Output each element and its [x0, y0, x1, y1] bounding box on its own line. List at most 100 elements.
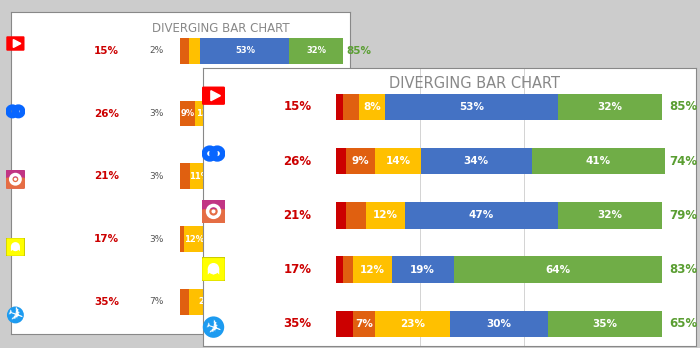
- Circle shape: [11, 242, 20, 251]
- Text: 64%: 64%: [545, 265, 570, 275]
- Text: 85%: 85%: [346, 46, 372, 56]
- Text: 9%: 9%: [181, 109, 195, 118]
- Text: 35%: 35%: [284, 317, 312, 331]
- Bar: [336, 256, 343, 283]
- Text: 26%: 26%: [284, 155, 312, 168]
- Bar: [343, 94, 359, 120]
- Text: 2%: 2%: [149, 46, 164, 55]
- Polygon shape: [208, 269, 219, 275]
- Text: 17%: 17%: [94, 234, 119, 244]
- Bar: [195, 101, 217, 126]
- Text: 14%: 14%: [386, 156, 411, 166]
- Bar: [189, 289, 228, 315]
- Text: 26%: 26%: [94, 109, 119, 119]
- Bar: [190, 164, 209, 189]
- Text: ✈: ✈: [202, 316, 225, 339]
- Bar: [181, 38, 189, 64]
- Bar: [353, 256, 391, 283]
- Text: 35%: 35%: [592, 319, 617, 329]
- Bar: [189, 38, 200, 64]
- Bar: [181, 101, 195, 126]
- Bar: [336, 202, 346, 229]
- Text: 32%: 32%: [597, 211, 622, 220]
- Text: 34%: 34%: [463, 156, 489, 166]
- Text: 21%: 21%: [94, 171, 119, 181]
- Text: DIVERGING BAR CHART: DIVERGING BAR CHART: [389, 76, 560, 91]
- Circle shape: [208, 263, 219, 274]
- Text: 74%: 74%: [669, 155, 697, 168]
- Text: 41%: 41%: [586, 156, 611, 166]
- Text: 17%: 17%: [284, 263, 312, 276]
- FancyBboxPatch shape: [201, 209, 226, 224]
- Text: 15%: 15%: [284, 100, 312, 113]
- Text: 12%: 12%: [360, 265, 384, 275]
- Bar: [181, 164, 190, 189]
- Bar: [375, 148, 421, 174]
- Text: 7%: 7%: [149, 298, 164, 306]
- Text: 12%: 12%: [183, 235, 204, 244]
- Polygon shape: [13, 40, 21, 47]
- Bar: [365, 202, 405, 229]
- Circle shape: [211, 209, 216, 213]
- Bar: [336, 94, 343, 120]
- FancyBboxPatch shape: [6, 169, 25, 189]
- Bar: [421, 148, 532, 174]
- Text: 53%: 53%: [459, 102, 484, 112]
- Text: 32%: 32%: [307, 46, 326, 55]
- Text: 13%: 13%: [196, 109, 216, 118]
- Text: 3%: 3%: [149, 109, 164, 118]
- FancyBboxPatch shape: [6, 177, 25, 189]
- Text: 23%: 23%: [400, 319, 426, 329]
- Bar: [181, 289, 189, 315]
- Text: 11%: 11%: [190, 172, 209, 181]
- Bar: [346, 202, 365, 229]
- Bar: [375, 311, 450, 337]
- Bar: [558, 94, 662, 120]
- Bar: [450, 311, 548, 337]
- Circle shape: [216, 206, 218, 208]
- Text: 3%: 3%: [149, 235, 164, 244]
- Text: 3%: 3%: [149, 172, 164, 181]
- Bar: [181, 226, 183, 252]
- Text: 7%: 7%: [355, 319, 373, 329]
- Bar: [183, 226, 204, 252]
- Text: 65%: 65%: [669, 317, 698, 331]
- Circle shape: [14, 177, 17, 181]
- Text: 85%: 85%: [669, 100, 698, 113]
- Bar: [405, 202, 558, 229]
- Bar: [385, 94, 558, 120]
- Bar: [454, 256, 662, 283]
- Text: 8%: 8%: [363, 102, 381, 112]
- Bar: [391, 256, 454, 283]
- Text: 35%: 35%: [94, 297, 119, 307]
- Bar: [290, 38, 343, 64]
- Text: 47%: 47%: [468, 211, 493, 220]
- Bar: [353, 311, 375, 337]
- Bar: [336, 311, 353, 337]
- FancyBboxPatch shape: [202, 87, 225, 105]
- Text: 19%: 19%: [410, 265, 435, 275]
- Text: 9%: 9%: [352, 156, 370, 166]
- Text: 79%: 79%: [669, 209, 697, 222]
- Text: 15%: 15%: [94, 46, 119, 56]
- FancyBboxPatch shape: [6, 36, 25, 51]
- Circle shape: [7, 307, 24, 323]
- Circle shape: [203, 316, 224, 338]
- Text: 30%: 30%: [486, 319, 512, 329]
- Bar: [200, 38, 290, 64]
- Text: 23%: 23%: [198, 298, 218, 306]
- Text: 32%: 32%: [597, 102, 622, 112]
- Bar: [548, 311, 662, 337]
- Text: ✈: ✈: [4, 304, 27, 327]
- Bar: [532, 148, 665, 174]
- Bar: [558, 202, 662, 229]
- FancyBboxPatch shape: [6, 237, 25, 257]
- Bar: [359, 94, 385, 120]
- Text: DIVERGING BAR CHART: DIVERGING BAR CHART: [152, 22, 290, 35]
- Text: 21%: 21%: [284, 209, 312, 222]
- Circle shape: [18, 175, 20, 176]
- FancyBboxPatch shape: [201, 257, 226, 282]
- Text: 53%: 53%: [235, 46, 255, 55]
- Text: 12%: 12%: [372, 211, 398, 220]
- Polygon shape: [211, 91, 220, 101]
